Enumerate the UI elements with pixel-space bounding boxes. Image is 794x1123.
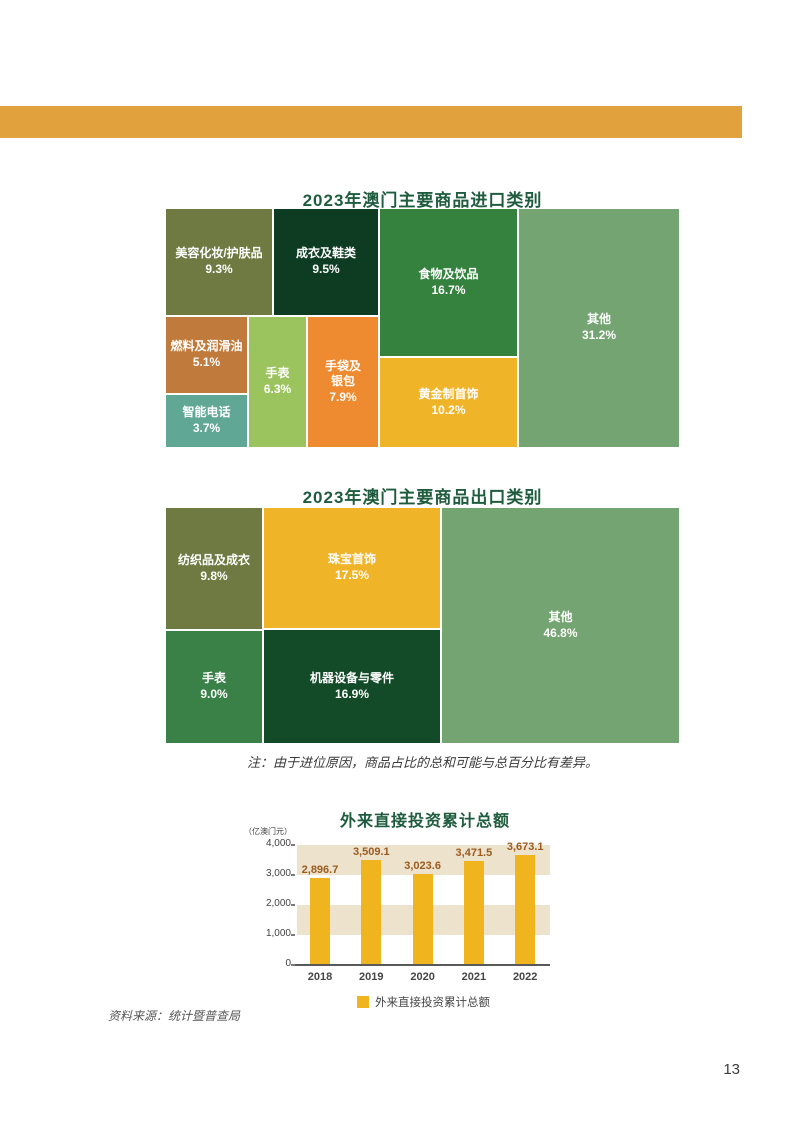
cell-label: 黄金制首饰 bbox=[418, 386, 479, 401]
cell-percent: 31.2% bbox=[581, 328, 617, 342]
cell-percent: 17.5% bbox=[334, 568, 369, 582]
x-axis-category-label: 2018 bbox=[307, 971, 333, 983]
bar-value-label: 3,023.6 bbox=[404, 860, 441, 873]
cell-label: 其他 bbox=[586, 312, 611, 327]
legend-label: 外来直接投资累计总额 bbox=[375, 997, 490, 1009]
treemap-cell: 纺织品及成衣 9.8% bbox=[166, 508, 262, 629]
cell-percent: 9.5% bbox=[312, 262, 340, 276]
cell-percent: 9.3% bbox=[205, 262, 233, 276]
y-axis-tick-label: 4,000 bbox=[265, 838, 291, 849]
cell-percent: 10.2% bbox=[431, 402, 466, 417]
treemap-cell: 手表 9.0% bbox=[166, 631, 262, 743]
y-axis-tick-label: 0 bbox=[285, 958, 291, 969]
treemap-cell: 黄金制首饰 10.2% bbox=[380, 358, 517, 447]
bar-2020 bbox=[412, 874, 433, 965]
chart-band bbox=[297, 845, 550, 875]
x-axis-line bbox=[295, 963, 550, 966]
import-treemap: 美容化妆/护肤品 9.3% 成衣及鞋类 9.5% 食物及饮品 16.7% 黄金制首饰 1… bbox=[166, 209, 679, 447]
treemap-cell: 手袋及银包 7.9% bbox=[308, 317, 378, 447]
cell-label: 手袋及银包 bbox=[324, 358, 361, 389]
treemap-cell: 美容化妆/护肤品 9.3% bbox=[166, 209, 272, 315]
data-source-note: 资料来源：统计暨普查局 bbox=[108, 1009, 241, 1023]
cell-percent: 16.9% bbox=[334, 686, 369, 701]
cell-percent: 9.8% bbox=[200, 568, 228, 583]
fdi-bar-chart-plot: 0 1,000 2,000 3,000 4,000 2,896.7 2018 3,509.1 2… bbox=[266, 838, 550, 983]
treemap-cell: 其他 31.2% bbox=[519, 209, 679, 447]
treemap-cell: 食物及饮品 16.7% bbox=[380, 209, 517, 356]
fdi-chart-title: 外来直接投资累计总额 bbox=[339, 813, 510, 830]
cell-label: 手表 bbox=[201, 671, 226, 686]
treemap-cell: 燃料及润滑油 5.1% bbox=[166, 317, 247, 393]
y-axis-tick-label: 2,000 bbox=[265, 898, 291, 909]
y-axis-tick-mark bbox=[291, 844, 295, 846]
rounding-note: 注：由于进位原因，商品占比的总和可能与总百分比有差异。 bbox=[246, 755, 598, 770]
legend-swatch-icon bbox=[357, 996, 369, 1008]
treemap-cell: 珠宝首饰 17.5% bbox=[264, 508, 440, 628]
bar-value-label: 3,509.1 bbox=[352, 845, 390, 858]
cell-label: 其他 bbox=[548, 609, 573, 624]
bar-2019 bbox=[361, 859, 382, 965]
x-axis-category-label: 2020 bbox=[410, 971, 435, 983]
bar-2021 bbox=[463, 860, 484, 965]
treemap-cell: 成衣及鞋类 9.5% bbox=[274, 209, 378, 315]
y-axis-tick-mark bbox=[291, 934, 295, 936]
y-axis-tick-mark bbox=[291, 904, 295, 906]
cell-percent: 6.3% bbox=[263, 382, 292, 396]
cell-label: 珠宝首饰 bbox=[327, 552, 376, 567]
page-number: 13 bbox=[723, 1061, 740, 1078]
export-treemap-title: 2023年澳门主要商品出口类别 bbox=[302, 488, 543, 507]
cell-percent: 46.8% bbox=[543, 625, 578, 640]
x-axis-category-label: 2019 bbox=[359, 971, 384, 983]
cell-percent: 5.1% bbox=[192, 355, 221, 369]
x-axis-category-label: 2022 bbox=[512, 971, 538, 983]
cell-label: 智能电话 bbox=[182, 405, 231, 420]
fdi-chart-legend: 外来直接投资累计总额 bbox=[297, 994, 550, 1010]
treemap-cell: 智能电话 3.7% bbox=[166, 395, 247, 447]
y-axis-tick-mark bbox=[291, 964, 295, 966]
cell-label: 机器设备与零件 bbox=[309, 670, 394, 685]
treemap-cell: 其他 46.8% bbox=[442, 508, 679, 743]
top-banner-bar bbox=[0, 106, 742, 138]
cell-percent: 16.7% bbox=[431, 282, 466, 297]
y-axis-tick-label: 3,000 bbox=[265, 868, 291, 879]
fdi-axis-unit-label: （亿澳门元） bbox=[244, 827, 292, 836]
bar-value-label: 2,896.7 bbox=[301, 864, 339, 877]
bar-value-label: 3,471.5 bbox=[455, 846, 493, 859]
cell-label: 纺织品及成衣 bbox=[177, 552, 250, 567]
bar-2022 bbox=[515, 854, 536, 965]
bar-value-label: 3,673.1 bbox=[506, 840, 544, 853]
x-axis-category-label: 2021 bbox=[461, 971, 487, 983]
cell-label: 手表 bbox=[265, 366, 290, 381]
cell-label: 燃料及润滑油 bbox=[170, 339, 243, 354]
y-axis-tick-label: 1,000 bbox=[265, 928, 291, 939]
import-treemap-title: 2023年澳门主要商品进口类别 bbox=[302, 191, 543, 210]
treemap-cell: 手表 6.3% bbox=[249, 317, 306, 447]
cell-label: 美容化妆/护肤品 bbox=[175, 246, 263, 261]
treemap-cell: 机器设备与零件 16.9% bbox=[264, 630, 440, 743]
cell-label: 成衣及鞋类 bbox=[295, 246, 356, 261]
cell-percent: 3.7% bbox=[192, 421, 221, 435]
y-axis-tick-mark bbox=[291, 874, 295, 876]
bar-2018 bbox=[310, 878, 330, 965]
cell-percent: 7.9% bbox=[329, 389, 357, 404]
export-treemap: 纺织品及成衣 9.8% 手表 9.0% 珠宝首饰 17.5% 机器设备与零件 16.9%… bbox=[166, 508, 679, 743]
cell-label: 食物及饮品 bbox=[418, 266, 479, 281]
cell-percent: 9.0% bbox=[200, 687, 228, 701]
